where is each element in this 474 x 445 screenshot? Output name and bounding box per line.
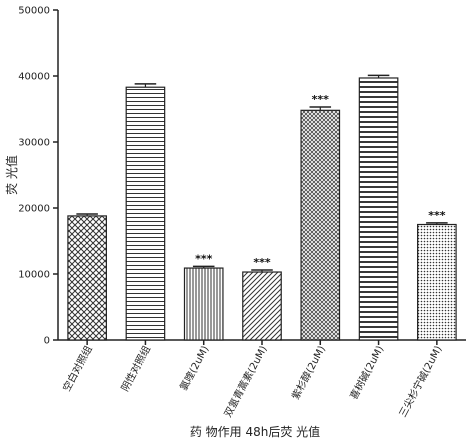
bar [417, 223, 457, 341]
x-tick-label: 空白对照组 [60, 343, 95, 393]
bar-group [125, 83, 166, 341]
bar-group: *** [242, 256, 282, 341]
y-tick-label: 40000 [18, 72, 50, 83]
significance-label: *** [428, 209, 446, 222]
bar-group: *** [417, 209, 457, 341]
x-tick-label: 紫杉醇(2uM) [289, 343, 328, 401]
bar [125, 86, 166, 341]
bar-group [358, 74, 399, 341]
bar [183, 267, 224, 341]
bar [242, 271, 282, 341]
x-tick-label: 双氢青蒿素(2uM) [221, 343, 270, 419]
y-ticks: 0 10000 20000 30000 40000 50000 [18, 6, 58, 347]
y-tick-label: 0 [44, 336, 50, 347]
x-tick-label: 三尖杉宁碱(2uM) [396, 343, 445, 419]
x-ticks: 空白对照组 阴性对照组 氯喹(2uM) 双氢青蒿素(2uM) 紫杉醇(2uM) 喜树碱(2… [60, 340, 445, 419]
significance-label: *** [312, 93, 330, 106]
bar [67, 215, 107, 341]
bar [300, 109, 341, 341]
y-tick-label: 50000 [18, 6, 50, 17]
y-tick-label: 20000 [18, 204, 50, 215]
x-tick-label: 阴性对照组 [118, 343, 153, 393]
bar-group: *** [183, 252, 224, 341]
bars: *** *** *** *** [67, 74, 457, 341]
bar-group: *** [300, 93, 341, 341]
x-tick-label: 喜树碱(2uM) [347, 343, 386, 401]
x-tick-label: 氯喹(2uM) [177, 343, 212, 393]
significance-label: *** [195, 252, 213, 265]
bar [358, 77, 399, 341]
significance-label: *** [253, 256, 271, 269]
bar-group [67, 213, 107, 341]
x-axis-title: 药 物作用 48h后荧 光值 [190, 424, 320, 439]
y-tick-label: 30000 [18, 138, 50, 149]
y-tick-label: 10000 [18, 270, 50, 281]
y-axis-title: 荧 光值 [4, 155, 19, 195]
